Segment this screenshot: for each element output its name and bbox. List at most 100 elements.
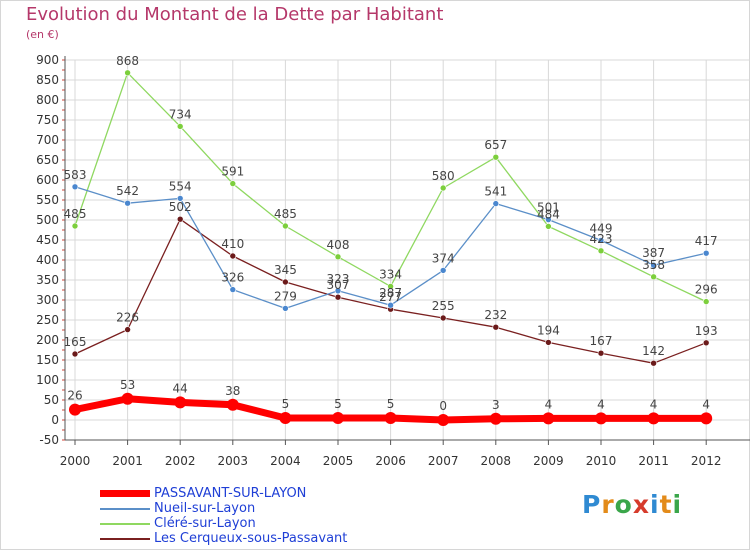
data-label: 5: [334, 397, 342, 411]
data-label: 165: [64, 335, 87, 349]
data-label: 423: [590, 232, 613, 246]
data-label: 142: [642, 344, 665, 358]
data-label: 307: [327, 278, 350, 292]
data-label: 5: [387, 397, 395, 411]
legend-swatch-clere: [100, 523, 150, 525]
data-label: 657: [484, 138, 507, 152]
y-tick-label: 650: [36, 153, 59, 167]
data-point: [545, 216, 552, 223]
logo-letter: x: [632, 490, 650, 519]
data-label: 591: [221, 165, 244, 179]
data-label: 5: [282, 397, 290, 411]
logo-letter: r: [601, 490, 615, 519]
data-point: [439, 184, 447, 192]
data-label: 326: [221, 271, 244, 285]
data-point: [489, 412, 502, 425]
data-point: [229, 180, 237, 187]
data-point: [229, 252, 237, 260]
y-tick-label: 850: [36, 73, 59, 87]
data-label: 484: [537, 207, 560, 221]
x-tick-label: 2006: [375, 454, 406, 468]
data-point: [492, 323, 500, 331]
data-label: 4: [545, 397, 553, 411]
x-tick-label: 2000: [60, 454, 91, 468]
data-point: [650, 359, 657, 367]
data-label: 44: [173, 381, 188, 395]
data-label: 287: [379, 286, 402, 300]
data-label: 387: [642, 246, 665, 260]
data-point: [71, 183, 79, 191]
data-label: 449: [590, 221, 613, 235]
data-point: [439, 314, 447, 322]
logo-letter: i: [650, 490, 660, 519]
data-label: 26: [67, 389, 82, 403]
x-tick-label: 2004: [270, 454, 301, 468]
data-label: 485: [64, 207, 87, 221]
data-point: [124, 326, 131, 333]
data-point: [174, 396, 187, 409]
data-label: 194: [537, 323, 560, 337]
y-tick-label: 600: [36, 173, 59, 187]
data-point: [492, 200, 500, 207]
data-point: [124, 69, 131, 77]
chart-unit: (en €): [26, 28, 59, 41]
data-point: [387, 283, 394, 290]
data-label: 485: [274, 207, 297, 221]
data-label: 279: [274, 289, 297, 303]
data-label: 501: [537, 201, 560, 215]
data-label: 542: [116, 184, 139, 198]
data-point: [650, 261, 657, 269]
data-label: 4: [650, 397, 658, 411]
legend-swatch-passavant: [100, 490, 150, 497]
x-tick-label: 2008: [481, 454, 512, 468]
data-label: 408: [327, 238, 350, 252]
data-label: 323: [327, 272, 350, 286]
data-label: 334: [379, 267, 402, 281]
legend-swatch-cerqueux: [100, 538, 150, 540]
data-label: 410: [221, 237, 244, 251]
data-label: 53: [120, 378, 135, 392]
data-point: [650, 273, 657, 281]
data-label: 417: [695, 234, 718, 248]
data-point: [387, 301, 394, 309]
data-point: [332, 412, 344, 424]
data-point: [282, 305, 289, 312]
data-point: [71, 222, 79, 230]
x-tick-label: 2002: [165, 454, 196, 468]
legend-label-clere: Cléré-sur-Layon: [154, 516, 256, 531]
data-point: [334, 253, 342, 261]
data-point: [282, 222, 289, 230]
data-label: 734: [169, 107, 192, 121]
legend-label-passavant: PASSAVANT-SUR-LAYON: [154, 486, 307, 501]
data-label: 232: [484, 308, 507, 322]
legend-label-cerqueux: Les Cerqueux-sous-Passavant: [154, 531, 348, 546]
y-tick-label: 450: [36, 233, 59, 247]
y-tick-label: 300: [36, 293, 59, 307]
data-point: [121, 392, 134, 405]
x-tick-label: 2011: [638, 454, 669, 468]
y-tick-label: 100: [36, 373, 59, 387]
y-tick-label: 350: [36, 273, 59, 287]
data-point: [69, 403, 81, 416]
data-point: [702, 298, 710, 305]
data-label: 374: [432, 251, 455, 265]
data-point: [71, 350, 79, 358]
data-point: [226, 398, 239, 411]
y-tick-label: 400: [36, 253, 59, 267]
y-tick-label: 50: [44, 393, 59, 407]
data-point: [279, 412, 292, 424]
data-point: [437, 414, 450, 426]
y-tick-label: 250: [36, 313, 59, 327]
data-point: [334, 293, 342, 301]
y-tick-label: 800: [36, 93, 59, 107]
x-tick-label: 2012: [691, 454, 722, 468]
logo-letter: i: [672, 490, 683, 519]
data-point: [124, 199, 131, 207]
data-label: 226: [116, 311, 139, 325]
data-point: [597, 349, 605, 357]
data-point: [545, 339, 552, 346]
data-label: 0: [439, 399, 447, 413]
y-tick-label: 700: [36, 133, 59, 147]
data-label: 167: [590, 334, 613, 348]
